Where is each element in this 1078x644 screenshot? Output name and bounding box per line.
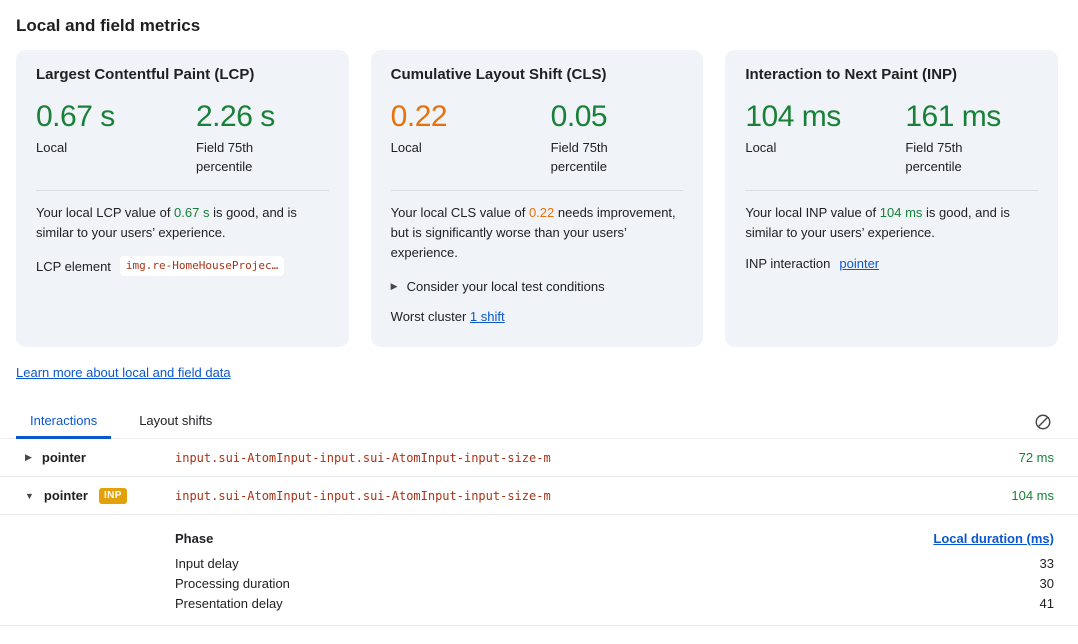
phase-row-presentation-delay: Presentation delay 41: [175, 593, 1054, 613]
page-title: Local and field metrics: [16, 16, 201, 35]
phase-value: 33: [1039, 555, 1054, 571]
interaction-name: pointer: [43, 488, 88, 503]
lcp-desc-suffix: is good, and is similar to your users’ e…: [36, 205, 297, 240]
phase-header-row: Phase Local duration (ms): [175, 525, 1054, 551]
cls-field-metric: 0.05 Field 75th percentile: [551, 99, 684, 176]
interaction-name: pointer: [41, 450, 86, 465]
phase-label: Processing duration: [175, 575, 290, 591]
worst-cluster-link[interactable]: 1 shift: [469, 309, 505, 324]
worst-cluster-label: Worst cluster: [390, 309, 467, 324]
inp-local-value: 104 ms: [745, 100, 841, 133]
circle-slash-glyph: [1035, 414, 1051, 430]
inp-description: Your local INP value of 104 ms is good, …: [745, 203, 1038, 243]
cls-description: Your local CLS value of 0.22 needs impro…: [391, 203, 684, 263]
interaction-row-pointer-2[interactable]: ▼ pointer INP input.sui-AtomInput-input.…: [0, 477, 1078, 515]
inp-field-label: Field 75th percentile: [905, 140, 963, 174]
inp-card-body: Your local INP value of 104 ms is good, …: [745, 190, 1039, 271]
inp-card-title: Interaction to Next Paint (INP): [745, 66, 958, 83]
lcp-desc-value: 0.67 s: [174, 205, 210, 220]
interaction-row-pointer-1[interactable]: ▶ pointer input.sui-AtomInput-input.sui-…: [0, 439, 1078, 477]
inp-card: Interaction to Next Paint (INP) 104 ms L…: [725, 50, 1059, 347]
cls-local-value: 0.22: [390, 100, 448, 133]
inp-interaction-row: INP interaction pointer: [745, 256, 1038, 271]
interaction-name-cell: ▶ pointer: [16, 450, 175, 465]
interaction-duration: 72 ms: [1018, 450, 1054, 465]
cls-field-label: Field 75th percentile: [550, 140, 608, 174]
worst-cluster-row: Worst cluster 1 shift: [391, 309, 684, 324]
phase-value: 41: [1039, 595, 1054, 611]
inp-desc-value: 104 ms: [879, 205, 923, 220]
inp-metrics: 104 ms Local 161 ms Field 75th percentil…: [745, 99, 1038, 176]
lcp-local-metric: 0.67 s Local: [36, 99, 196, 176]
interaction-phase-details: Phase Local duration (ms) Input delay 33…: [0, 515, 1078, 626]
cls-field-value: 0.05: [550, 100, 608, 133]
cls-card-body: Your local CLS value of 0.22 needs impro…: [390, 190, 684, 324]
phase-label: Presentation delay: [175, 595, 283, 611]
cls-metrics: 0.22 Local 0.05 Field 75th percentile: [391, 99, 684, 176]
lcp-card: Largest Contentful Paint (LCP) 0.67 s Lo…: [16, 50, 349, 347]
phase-row-input-delay: Input delay 33: [175, 553, 1054, 573]
phase-value: 30: [1039, 575, 1054, 591]
interaction-name-cell: ▼ pointer INP: [16, 487, 175, 504]
lcp-desc-prefix: Your local LCP value of: [36, 205, 175, 220]
inp-interaction-label: INP interaction: [745, 256, 831, 271]
lcp-field-metric: 2.26 s Field 75th percentile: [196, 99, 329, 176]
interaction-target-link[interactable]: input.sui-AtomInput-input.sui-AtomInput-…: [175, 450, 551, 465]
cls-desc-value: 0.22: [528, 205, 555, 220]
cls-desc-suffix: needs improvement, but is significantly …: [390, 205, 676, 260]
inp-interaction-link[interactable]: pointer: [839, 256, 880, 271]
disclosure-triangle-icon: ▶: [390, 281, 398, 291]
phase-label: Input delay: [175, 555, 239, 571]
phase-header: Phase: [175, 530, 214, 546]
cls-card-title: Cumulative Layout Shift (CLS): [390, 66, 607, 83]
local-duration-header-link[interactable]: Local duration (ms): [933, 530, 1054, 546]
lcp-description: Your local LCP value of 0.67 s is good, …: [36, 203, 329, 243]
inp-local-metric: 104 ms Local: [745, 99, 905, 176]
lcp-card-body: Your local LCP value of 0.67 s is good, …: [36, 190, 329, 276]
inp-desc-suffix: is good, and is similar to your users’ e…: [745, 205, 1010, 240]
cls-local-label: Local: [390, 140, 422, 155]
lcp-metrics: 0.67 s Local 2.26 s Field 75th percentil…: [36, 99, 329, 176]
collapse-down-arrow-icon[interactable]: ▼: [25, 490, 34, 501]
phase-row-processing-duration: Processing duration 30: [175, 573, 1054, 593]
local-test-conditions-label: Consider your local test conditions: [406, 279, 605, 294]
lcp-local-label: Local: [36, 140, 68, 155]
inp-badge: INP: [98, 487, 127, 504]
tab-interactions[interactable]: Interactions: [16, 406, 112, 439]
inp-local-label: Local: [745, 140, 777, 155]
circle-slash-icon[interactable]: [1032, 411, 1054, 433]
interaction-target-link[interactable]: input.sui-AtomInput-input.sui-AtomInput-…: [175, 488, 551, 503]
tab-layout-shifts[interactable]: Layout shifts: [139, 413, 213, 428]
lcp-field-label: Field 75th percentile: [196, 140, 254, 174]
lcp-element-label: LCP element: [36, 258, 111, 274]
lcp-element-link[interactable]: img.re-HomeHouseProjec…: [119, 256, 285, 276]
local-and-field-metrics-panel: Local and field metrics Largest Contentf…: [0, 16, 1078, 626]
cls-local-metric: 0.22 Local: [391, 99, 551, 176]
learn-more-link[interactable]: Learn more about local and field data: [16, 365, 231, 380]
lcp-card-title: Largest Contentful Paint (LCP): [36, 66, 255, 83]
inp-field-metric: 161 ms Field 75th percentile: [905, 99, 1038, 176]
interaction-duration: 104 ms: [1011, 488, 1054, 503]
cls-card: Cumulative Layout Shift (CLS) 0.22 Local…: [370, 50, 704, 347]
metric-cards: Largest Contentful Paint (LCP) 0.67 s Lo…: [0, 48, 1078, 347]
cls-desc-prefix: Your local CLS value of: [390, 205, 529, 220]
lcp-local-value: 0.67 s: [36, 100, 115, 133]
lcp-element-row: LCP element img.re-HomeHouseProjec…: [36, 256, 329, 276]
expand-right-arrow-icon[interactable]: ▶: [25, 452, 32, 462]
tab-bar: Interactions Layout shifts: [0, 406, 1078, 439]
local-test-conditions-disclosure[interactable]: ▶ Consider your local test conditions: [391, 279, 684, 294]
lcp-field-value: 2.26 s: [196, 100, 275, 133]
inp-field-value: 161 ms: [905, 100, 1001, 133]
inp-desc-prefix: Your local INP value of: [745, 205, 880, 220]
learn-more-row: Learn more about local and field data: [0, 347, 1078, 380]
